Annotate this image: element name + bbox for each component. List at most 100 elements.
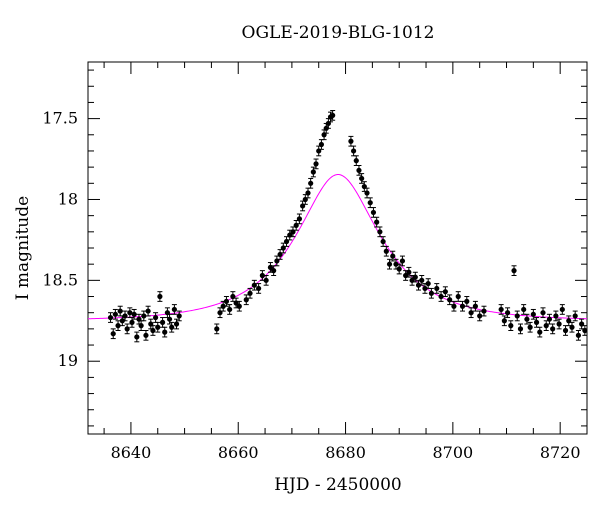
data-point <box>330 112 336 118</box>
data-point <box>313 161 319 167</box>
data-point <box>569 324 575 330</box>
data-point <box>259 272 265 279</box>
data-point <box>406 269 412 275</box>
data-point <box>434 285 440 292</box>
data-point <box>112 311 118 317</box>
y-axis-label: I magnitude <box>13 196 33 300</box>
data-points <box>107 110 588 343</box>
data-point <box>383 248 389 254</box>
axis-ticks <box>88 62 588 434</box>
data-point <box>530 311 536 317</box>
data-point <box>438 293 444 300</box>
x-tick-label: 8640 <box>111 443 152 462</box>
data-point <box>572 313 578 319</box>
data-point <box>171 306 177 313</box>
data-point <box>553 313 559 319</box>
data-point <box>353 158 359 164</box>
data-point <box>214 326 220 332</box>
data-point <box>412 274 418 280</box>
data-point <box>501 318 507 324</box>
data-point <box>247 290 253 296</box>
data-point <box>155 324 161 330</box>
data-point <box>117 308 123 314</box>
data-point <box>464 298 470 304</box>
data-point <box>110 331 116 337</box>
data-point <box>296 216 303 222</box>
data-point <box>442 289 448 295</box>
data-point <box>546 316 553 322</box>
data-point <box>150 327 156 334</box>
x-tick-label: 8660 <box>218 443 259 462</box>
data-point <box>521 306 527 313</box>
data-point <box>425 280 431 287</box>
data-point <box>575 332 582 338</box>
data-point <box>537 329 543 335</box>
data-point <box>227 306 233 313</box>
data-point <box>390 253 396 259</box>
data-point <box>396 266 402 272</box>
data-point <box>263 277 269 283</box>
x-tick-label: 8680 <box>325 443 366 462</box>
y-tick-label: 18.5 <box>42 270 78 289</box>
data-point <box>223 298 230 304</box>
data-point <box>162 329 168 335</box>
data-point <box>318 141 325 148</box>
x-tick-label: 8700 <box>433 443 474 462</box>
data-point <box>415 282 422 288</box>
plot-frame <box>87 61 588 435</box>
data-point <box>131 311 137 317</box>
data-point <box>550 326 556 332</box>
data-point <box>119 318 125 324</box>
data-point <box>134 334 140 340</box>
data-point <box>359 175 365 182</box>
data-point <box>138 323 144 329</box>
data-point <box>159 319 166 325</box>
data-point <box>455 293 461 300</box>
data-point <box>374 219 380 225</box>
data-point <box>447 297 453 303</box>
x-tick-label: 8720 <box>540 443 581 462</box>
data-point <box>556 321 562 327</box>
data-point <box>481 308 487 314</box>
data-point <box>508 323 514 329</box>
y-tick-label: 18 <box>58 189 78 208</box>
data-point <box>169 324 175 330</box>
model-curve <box>87 174 588 320</box>
data-point <box>350 148 357 154</box>
data-point <box>428 290 434 296</box>
data-point <box>582 327 588 334</box>
data-point <box>271 268 277 274</box>
data-point <box>129 319 135 325</box>
data-point <box>176 313 182 319</box>
data-point <box>393 261 399 267</box>
data-point <box>380 238 386 245</box>
data-point <box>220 303 226 309</box>
data-point <box>524 316 530 322</box>
data-point <box>310 169 316 175</box>
data-point <box>422 285 428 292</box>
data-point <box>477 313 483 319</box>
data-point <box>367 200 373 206</box>
data-point <box>124 326 130 332</box>
data-point <box>559 306 565 313</box>
data-point <box>419 277 425 283</box>
data-point <box>127 310 133 316</box>
data-point <box>143 332 149 338</box>
data-point <box>472 303 478 309</box>
y-tick-label: 17.5 <box>42 109 78 128</box>
data-point <box>504 310 511 316</box>
data-point <box>468 310 474 316</box>
data-point <box>377 229 383 235</box>
data-point <box>370 209 377 216</box>
data-point <box>386 261 393 267</box>
data-point <box>115 323 121 329</box>
data-point <box>498 306 504 313</box>
data-point <box>122 313 128 319</box>
y-tick-label: 19 <box>58 351 78 370</box>
data-point <box>256 285 262 292</box>
model-curve-group <box>87 174 588 320</box>
data-point <box>153 314 159 321</box>
data-point <box>251 282 257 288</box>
data-point <box>145 308 151 314</box>
